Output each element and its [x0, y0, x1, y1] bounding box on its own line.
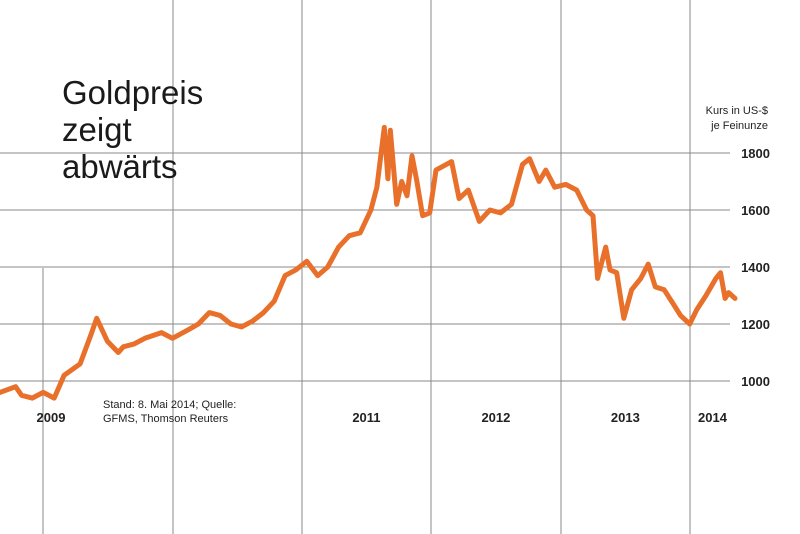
y-tick-label: 1600 [741, 203, 770, 218]
year-label-2012: 2012 [481, 410, 510, 425]
title-line-1: Goldpreis [62, 74, 203, 111]
unit-line-1: Kurs in US-$ [706, 105, 768, 117]
x-axis-year-labels: 2009 2011 2012 2013 2014 [37, 410, 728, 425]
y-axis-ticks: 1000 1200 1400 1600 1800 [741, 146, 770, 389]
source-line-1: Stand: 8. Mai 2014; Quelle: [103, 399, 236, 411]
series-gold-price [0, 124, 738, 401]
y-tick-label: 1800 [741, 146, 770, 161]
title-line-3: abwärts [62, 148, 178, 185]
year-label-2011: 2011 [352, 410, 380, 425]
gold-price-line [0, 124, 738, 401]
y-axis-unit-label: Kurs in US-$ je Feinunze [706, 105, 768, 132]
year-label-2013: 2013 [611, 410, 640, 425]
year-label-2009: 2009 [37, 410, 66, 425]
y-tick-label: 1000 [741, 374, 770, 389]
y-tick-label: 1200 [741, 317, 770, 332]
chart-title: Goldpreis zeigt abwärts [62, 74, 203, 185]
grid [0, 0, 730, 534]
title-line-2: zeigt [62, 111, 132, 148]
year-label-2014: 2014 [698, 410, 728, 425]
source-line-2: GFMS, Thomson Reuters [103, 413, 229, 425]
source-note: Stand: 8. Mai 2014; Quelle: GFMS, Thomso… [103, 399, 236, 425]
y-tick-label: 1400 [741, 260, 770, 275]
unit-line-2: je Feinunze [710, 120, 768, 132]
